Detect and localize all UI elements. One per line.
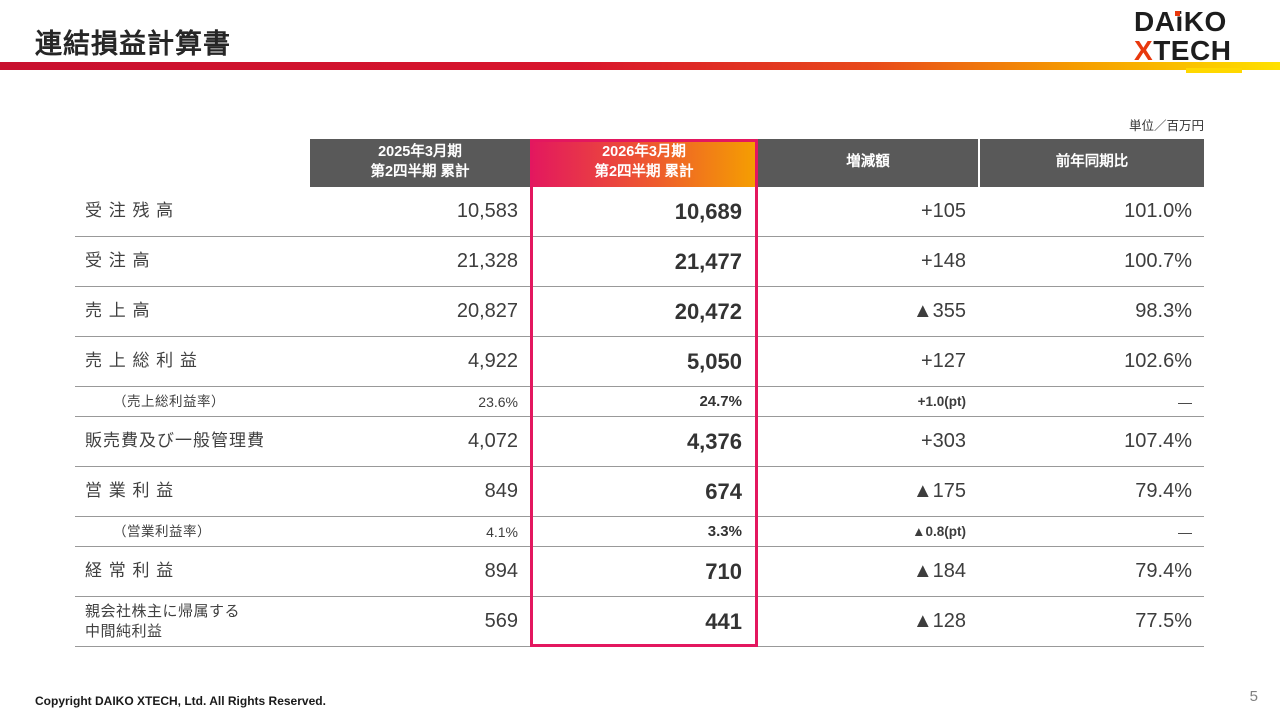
value-2026: 441 [705, 608, 742, 634]
logo-x-letter: X [1134, 34, 1154, 66]
row-label: 経 常 利 益 [85, 561, 175, 581]
value-2026: 3.3% [707, 523, 742, 540]
table-row: 受 注 残 高 10,583 10,689 +105 101.0% [75, 187, 1204, 237]
value-yoy: ― [1178, 393, 1192, 410]
value-yoy: 107.4% [1124, 430, 1192, 452]
value-2025: 21,328 [456, 250, 518, 272]
copyright-text: Copyright DAIKO XTECH, Ltd. All Rights R… [35, 694, 326, 708]
value-2025: 894 [484, 560, 518, 582]
table-row: 親会社株主に帰属する 中間純利益 569 441 ▲128 77.5% [75, 597, 1204, 647]
value-change: +1.0(pt) [917, 394, 966, 409]
value-2026: 710 [705, 558, 742, 584]
table-row: 営 業 利 益 849 674 ▲175 79.4% [75, 467, 1204, 517]
logo-xtech: XTECH [1134, 34, 1254, 66]
row-label: 受 注 高 [85, 251, 151, 271]
value-change: +148 [920, 250, 966, 272]
row-label: （売上総利益率） [113, 393, 225, 409]
value-change: +303 [920, 430, 966, 452]
value-2025: 10,583 [456, 200, 518, 222]
logo-tech-letters: TECH [1153, 34, 1232, 66]
value-2026: 20,472 [674, 298, 742, 324]
value-2026: 674 [705, 478, 742, 504]
value-change: ▲175 [912, 480, 966, 502]
row-label: 売 上 高 [85, 301, 151, 321]
table-subrow: （営業利益率） 4.1% 3.3% ▲0.8(pt) ― [75, 517, 1204, 547]
table-header-row: 2025年3月期 第2四半期 累計 2026年3月期 第2四半期 累計 増減額 … [75, 139, 1204, 187]
logo-daiko: DAiKO [1134, 7, 1254, 37]
value-2025: 20,827 [456, 300, 518, 322]
value-2026: 24.7% [699, 393, 742, 410]
value-yoy: ― [1178, 523, 1192, 540]
value-yoy: 101.0% [1124, 200, 1192, 222]
logo-yellow-accent [1186, 68, 1242, 74]
value-yoy: 77.5% [1135, 610, 1192, 632]
table-subrow: （売上総利益率） 23.6% 24.7% +1.0(pt) ― [75, 387, 1204, 417]
value-2025: 4.1% [486, 523, 518, 540]
row-label: （営業利益率） [113, 523, 211, 539]
header-empty-cell [75, 139, 310, 187]
table-row: 売 上 総 利 益 4,922 5,050 +127 102.6% [75, 337, 1204, 387]
value-yoy: 79.4% [1135, 480, 1192, 502]
value-2025: 23.6% [478, 393, 518, 410]
col-header-2025: 2025年3月期 第2四半期 累計 [310, 139, 530, 187]
table-row: 経 常 利 益 894 710 ▲184 79.4% [75, 547, 1204, 597]
unit-note: 単位／百万円 [1128, 119, 1204, 133]
table-row: 売 上 高 20,827 20,472 ▲355 98.3% [75, 287, 1204, 337]
value-change: ▲184 [912, 560, 966, 582]
value-change: +105 [920, 200, 966, 222]
value-2025: 849 [484, 480, 518, 502]
row-label: 売 上 総 利 益 [85, 351, 198, 371]
col-header-yoy: 前年同期比 [978, 139, 1204, 187]
value-2026: 21,477 [674, 248, 742, 274]
value-yoy: 98.3% [1135, 300, 1192, 322]
page-title: 連結損益計算書 [35, 29, 231, 59]
value-2025: 4,072 [467, 430, 518, 452]
row-label: 営 業 利 益 [85, 481, 175, 501]
value-yoy: 79.4% [1135, 560, 1192, 582]
value-2025: 569 [484, 610, 518, 632]
table-row: 販売費及び一般管理費 4,072 4,376 +303 107.4% [75, 417, 1204, 467]
value-yoy: 100.7% [1124, 250, 1192, 272]
value-2026: 10,689 [674, 198, 742, 224]
page-number: 5 [1249, 688, 1258, 705]
value-2026: 4,376 [686, 428, 742, 454]
income-statement-table: 2025年3月期 第2四半期 累計 2026年3月期 第2四半期 累計 増減額 … [75, 139, 1204, 647]
row-label: 受 注 残 高 [85, 201, 175, 221]
row-label: 販売費及び一般管理費 [85, 431, 265, 451]
row-label: 親会社株主に帰属する 中間純利益 [85, 603, 241, 640]
value-2026: 5,050 [686, 348, 742, 374]
value-2025: 4,922 [467, 350, 518, 372]
company-logo: DAiKO XTECH [1134, 7, 1254, 74]
value-change: ▲0.8(pt) [912, 524, 966, 539]
value-change: +127 [920, 350, 966, 372]
value-change: ▲355 [912, 300, 966, 322]
table-row: 受 注 高 21,328 21,477 +148 100.7% [75, 237, 1204, 287]
col-header-change: 増減額 [758, 139, 978, 187]
value-yoy: 102.6% [1124, 350, 1192, 372]
col-header-2026: 2026年3月期 第2四半期 累計 [530, 139, 758, 187]
value-change: ▲128 [912, 610, 966, 632]
title-accent-bar [0, 62, 1280, 70]
